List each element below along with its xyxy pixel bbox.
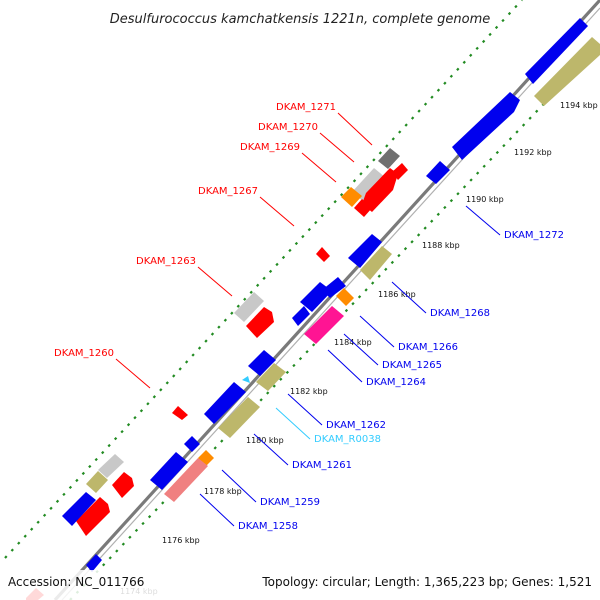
gene-label-leader	[199, 493, 235, 527]
gene-dkam-1258[interactable]	[164, 458, 208, 502]
gene-label-leader	[275, 407, 311, 440]
gene-label-leader	[115, 358, 151, 389]
gene-label[interactable]: DKAM_1271	[276, 102, 336, 113]
tick-label: 1188 kbp	[422, 241, 460, 250]
tick-label: 1176 kbp	[162, 536, 200, 545]
gene-label[interactable]: DKAM_1265	[382, 360, 442, 371]
gene-blue-small-mid[interactable]	[184, 436, 200, 452]
gene-red-left-2[interactable]	[76, 497, 110, 536]
gene-label[interactable]: DKAM_R0038	[314, 434, 381, 445]
gene-red-left-1[interactable]	[112, 472, 134, 498]
gene-label-leader	[465, 205, 501, 236]
gene-label-leader	[343, 333, 379, 366]
gene-label-leader	[221, 469, 257, 503]
gene-labels: DKAM_1271 DKAM_1270 DKAM_1269 DKAM_1267 DKAM…	[54, 102, 564, 532]
gene-label[interactable]: DKAM_1267	[198, 186, 258, 197]
feature-track	[26, 18, 600, 600]
tick-label: 1182 kbp	[290, 387, 328, 396]
gene-label-leader	[287, 393, 323, 426]
dotted-guide-lines	[4, 0, 600, 600]
gene-dkam-1269-b[interactable]	[362, 168, 398, 212]
gene-label[interactable]: DKAM_1262	[326, 420, 386, 431]
tick-label: 1194 kbp	[560, 101, 598, 110]
gene-dkam-1266-b[interactable]	[322, 277, 346, 298]
gene-dkam-1268-b[interactable]	[360, 246, 392, 280]
accession-text: Accession: NC_011766	[8, 575, 144, 589]
gene-label[interactable]: DKAM_1260	[54, 348, 114, 359]
gene-label[interactable]: DKAM_1259	[260, 497, 320, 508]
gene-dkam-1270[interactable]	[352, 168, 386, 202]
gene-dkam-1267[interactable]	[316, 247, 330, 262]
gene-blue-mid[interactable]	[292, 306, 310, 326]
gene-blue-left[interactable]	[62, 492, 96, 526]
gene-blue-top-2[interactable]	[452, 92, 520, 160]
gene-blue-bottom[interactable]	[86, 554, 102, 572]
gene-label[interactable]: DKAM_1270	[258, 122, 318, 133]
gene-label[interactable]: DKAM_1261	[292, 460, 352, 471]
genome-backbone	[53, 0, 600, 600]
gene-red-small-2[interactable]	[354, 199, 372, 217]
gene-label-leader	[391, 281, 427, 314]
gene-dkam-1260[interactable]	[172, 406, 188, 420]
gene-dkam-1262-a[interactable]	[248, 350, 276, 376]
upper-dotted-line	[4, 0, 523, 559]
gene-dkam-1261-b[interactable]	[218, 397, 260, 438]
gene-label[interactable]: DKAM_1263	[136, 256, 196, 267]
tick-label: 1178 kbp	[204, 487, 242, 496]
gene-dkam-1269-a[interactable]	[341, 187, 362, 207]
gene-label-leader	[197, 266, 233, 297]
gene-label[interactable]: DKAM_1272	[504, 230, 564, 241]
gene-dkam-r0038[interactable]	[242, 376, 250, 383]
gene-red-small-1[interactable]	[392, 163, 408, 180]
gene-blue-top-1[interactable]	[525, 18, 588, 84]
gene-label[interactable]: DKAM_1269	[240, 142, 300, 153]
gene-label[interactable]: DKAM_1264	[366, 377, 426, 388]
gene-dkam-1271[interactable]	[378, 148, 400, 169]
gene-dkam-1263-a[interactable]	[234, 292, 264, 322]
gene-dkam-1262-b[interactable]	[256, 363, 286, 391]
gene-blue-top-3[interactable]	[426, 161, 450, 184]
summary-text: Topology: circular; Length: 1,365,223 bp…	[261, 575, 592, 589]
gene-label-leader	[259, 196, 295, 227]
gene-dkam-1263-b[interactable]	[246, 307, 274, 338]
gene-label-leader	[359, 315, 395, 348]
gene-dkam-1268-a[interactable]	[348, 234, 382, 268]
gene-grey-left[interactable]	[98, 454, 124, 478]
gene-dkam-1265[interactable]	[336, 288, 354, 306]
gene-label-leader	[253, 433, 289, 466]
gene-khaki-left[interactable]	[86, 471, 108, 493]
gene-label-leader	[337, 112, 373, 146]
gene-dkam-1261-a[interactable]	[204, 382, 246, 424]
map-title: Desulfurococcus kamchatkensis 1221n, com…	[110, 12, 491, 27]
gene-khaki-top[interactable]	[534, 37, 600, 106]
gene-label-leader	[327, 349, 363, 383]
gene-label-leader	[301, 152, 337, 183]
tick-label: 1192 kbp	[514, 148, 552, 157]
gene-label[interactable]: DKAM_1268	[430, 308, 490, 319]
gene-label[interactable]: DKAM_1258	[238, 521, 298, 532]
tick-label: 1180 kbp	[246, 436, 284, 445]
gene-dkam-1264[interactable]	[304, 306, 344, 344]
tick-label: 1190 kbp	[466, 195, 504, 204]
footer-band	[0, 570, 600, 600]
gene-dkam-1259-a[interactable]	[150, 452, 188, 490]
gene-label-leader	[319, 132, 355, 163]
tick-label: 1186 kbp	[378, 290, 416, 299]
gene-label[interactable]: DKAM_1266	[398, 342, 458, 353]
